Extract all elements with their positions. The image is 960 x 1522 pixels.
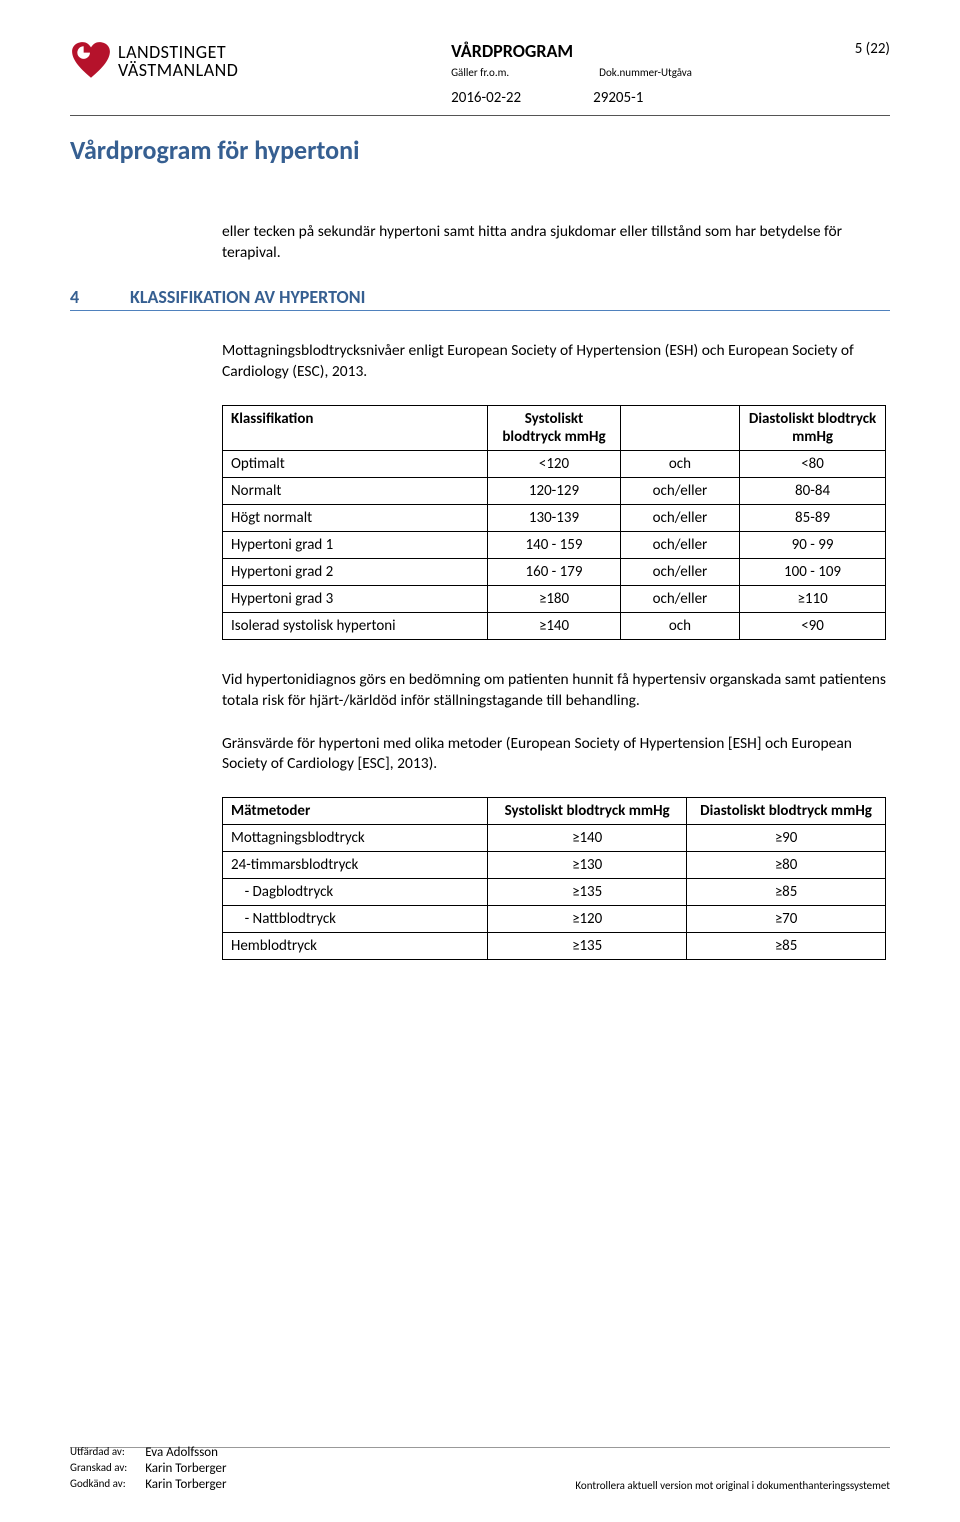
- table-row: Hypertoni grad 1140 - 159och/eller90 - 9…: [223, 531, 886, 558]
- document-title: Vårdprogram för hypertoni: [70, 134, 890, 166]
- approved-by-name: Karin Torberger: [145, 1477, 226, 1492]
- doc-number: 29205-1: [593, 89, 643, 107]
- cell-classification: Hypertoni grad 2: [223, 558, 488, 585]
- table-row: Högt normalt130-139och/eller85-89: [223, 504, 886, 531]
- header-center: VÅRDPROGRAM Gäller fr.o.m. Dok.nummer-Ut…: [451, 40, 692, 107]
- cell-classification: Hypertoni grad 3: [223, 585, 488, 612]
- para-diagnosis: Vid hypertonidiagnos görs en bedömning o…: [222, 670, 886, 712]
- approved-by-label: Godkänd av:: [70, 1477, 127, 1492]
- cell-diastolic: 100 - 109: [740, 558, 886, 585]
- th-method: Mätmetoder: [223, 798, 488, 825]
- th-relation: [620, 405, 739, 450]
- cell-relation: och/eller: [620, 558, 739, 585]
- doc-type-title: VÅRDPROGRAM: [451, 40, 692, 62]
- table-row: - Nattblodtryck≥120≥70: [223, 906, 886, 933]
- cell-diastolic: <80: [740, 450, 886, 477]
- section-number: 4: [70, 286, 130, 308]
- docnum-label: Dok.nummer-Utgåva: [599, 66, 692, 79]
- cell-systolic: 140 - 159: [488, 531, 621, 558]
- cell-diastolic: 80-84: [740, 477, 886, 504]
- header-divider: [70, 115, 890, 116]
- cell-systolic: ≥130: [488, 852, 687, 879]
- cell-systolic: 160 - 179: [488, 558, 621, 585]
- logo-text-2: VÄSTMANLAND: [118, 61, 238, 79]
- table-row: Isolerad systolisk hypertoni≥140och<90: [223, 612, 886, 639]
- reviewed-by-name: Karin Torberger: [145, 1461, 226, 1476]
- cell-relation: och/eller: [620, 504, 739, 531]
- intro-paragraph: eller tecken på sekundär hypertoni samt …: [222, 222, 886, 264]
- cell-systolic: ≥140: [488, 825, 687, 852]
- cell-relation: och/eller: [620, 531, 739, 558]
- cell-relation: och: [620, 450, 739, 477]
- methods-table: Mätmetoder Systoliskt blodtryck mmHg Dia…: [222, 797, 886, 960]
- th-systolic-2: Systoliskt blodtryck mmHg: [488, 798, 687, 825]
- valid-from-date: 2016-02-22: [451, 89, 521, 107]
- cell-method: - Dagblodtryck: [223, 879, 488, 906]
- org-logo: LANDSTINGET VÄSTMANLAND: [70, 40, 238, 82]
- cell-method: - Nattblodtryck: [223, 906, 488, 933]
- cell-systolic: ≥135: [488, 879, 687, 906]
- table-row: Optimalt<120och<80: [223, 450, 886, 477]
- cell-classification: Högt normalt: [223, 504, 488, 531]
- th-classification: Klassifikation: [223, 405, 488, 450]
- table-row: Hypertoni grad 3≥180och/eller≥110: [223, 585, 886, 612]
- cell-systolic: ≥120: [488, 906, 687, 933]
- section-title: KLASSIFIKATION AV HYPERTONI: [130, 286, 365, 308]
- cell-diastolic: ≥85: [687, 879, 886, 906]
- page-header: LANDSTINGET VÄSTMANLAND VÅRDPROGRAM Gäll…: [70, 40, 890, 107]
- cell-classification: Isolerad systolisk hypertoni: [223, 612, 488, 639]
- th-diastolic-2: Diastoliskt blodtryck mmHg: [687, 798, 886, 825]
- cell-classification: Optimalt: [223, 450, 488, 477]
- table-row: - Dagblodtryck≥135≥85: [223, 879, 886, 906]
- page-footer: Utfärdad av: Eva Adolfsson Granskad av: …: [70, 1445, 890, 1492]
- th-systolic: Systoliskt blodtryck mmHg: [488, 405, 621, 450]
- cell-relation: och/eller: [620, 585, 739, 612]
- table-row: 24-timmarsblodtryck≥130≥80: [223, 852, 886, 879]
- cell-relation: och: [620, 612, 739, 639]
- cell-systolic: 120-129: [488, 477, 621, 504]
- cell-classification: Normalt: [223, 477, 488, 504]
- cell-method: Mottagningsblodtryck: [223, 825, 488, 852]
- cell-diastolic: 85-89: [740, 504, 886, 531]
- cell-diastolic: 90 - 99: [740, 531, 886, 558]
- valid-from-label: Gäller fr.o.m.: [451, 66, 509, 79]
- section-heading: 4 KLASSIFIKATION AV HYPERTONI: [70, 286, 890, 311]
- table-row: Hemblodtryck≥135≥85: [223, 933, 886, 960]
- cell-diastolic: ≥110: [740, 585, 886, 612]
- table-row: Hypertoni grad 2160 - 179och/eller100 - …: [223, 558, 886, 585]
- para-threshold: Gränsvärde för hypertoni med olika metod…: [222, 734, 886, 776]
- cell-relation: och/eller: [620, 477, 739, 504]
- table-header-row: Mätmetoder Systoliskt blodtryck mmHg Dia…: [223, 798, 886, 825]
- page-number: 5 (22): [855, 40, 890, 58]
- reviewed-by-label: Granskad av:: [70, 1461, 127, 1476]
- table-header-row: Klassifikation Systoliskt blodtryck mmHg…: [223, 405, 886, 450]
- issued-by-label: Utfärdad av:: [70, 1445, 127, 1460]
- footer-note: Kontrollera aktuell version mot original…: [575, 1479, 890, 1492]
- cell-diastolic: ≥85: [687, 933, 886, 960]
- cell-systolic: ≥140: [488, 612, 621, 639]
- cell-method: 24-timmarsblodtryck: [223, 852, 488, 879]
- cell-systolic: ≥180: [488, 585, 621, 612]
- table-row: Normalt120-129och/eller80-84: [223, 477, 886, 504]
- cell-systolic: <120: [488, 450, 621, 477]
- cell-diastolic: <90: [740, 612, 886, 639]
- para-mottagning: Mottagningsblodtrycksnivåer enligt Europ…: [222, 341, 886, 383]
- cell-classification: Hypertoni grad 1: [223, 531, 488, 558]
- cell-diastolic: ≥90: [687, 825, 886, 852]
- cell-diastolic: ≥80: [687, 852, 886, 879]
- classification-table: Klassifikation Systoliskt blodtryck mmHg…: [222, 405, 886, 640]
- issued-by-name: Eva Adolfsson: [145, 1445, 226, 1460]
- table-row: Mottagningsblodtryck≥140≥90: [223, 825, 886, 852]
- cell-systolic: ≥135: [488, 933, 687, 960]
- cell-systolic: 130-139: [488, 504, 621, 531]
- heart-logo-icon: [70, 40, 112, 82]
- cell-method: Hemblodtryck: [223, 933, 488, 960]
- cell-diastolic: ≥70: [687, 906, 886, 933]
- th-diastolic: Diastoliskt blodtryck mmHg: [740, 405, 886, 450]
